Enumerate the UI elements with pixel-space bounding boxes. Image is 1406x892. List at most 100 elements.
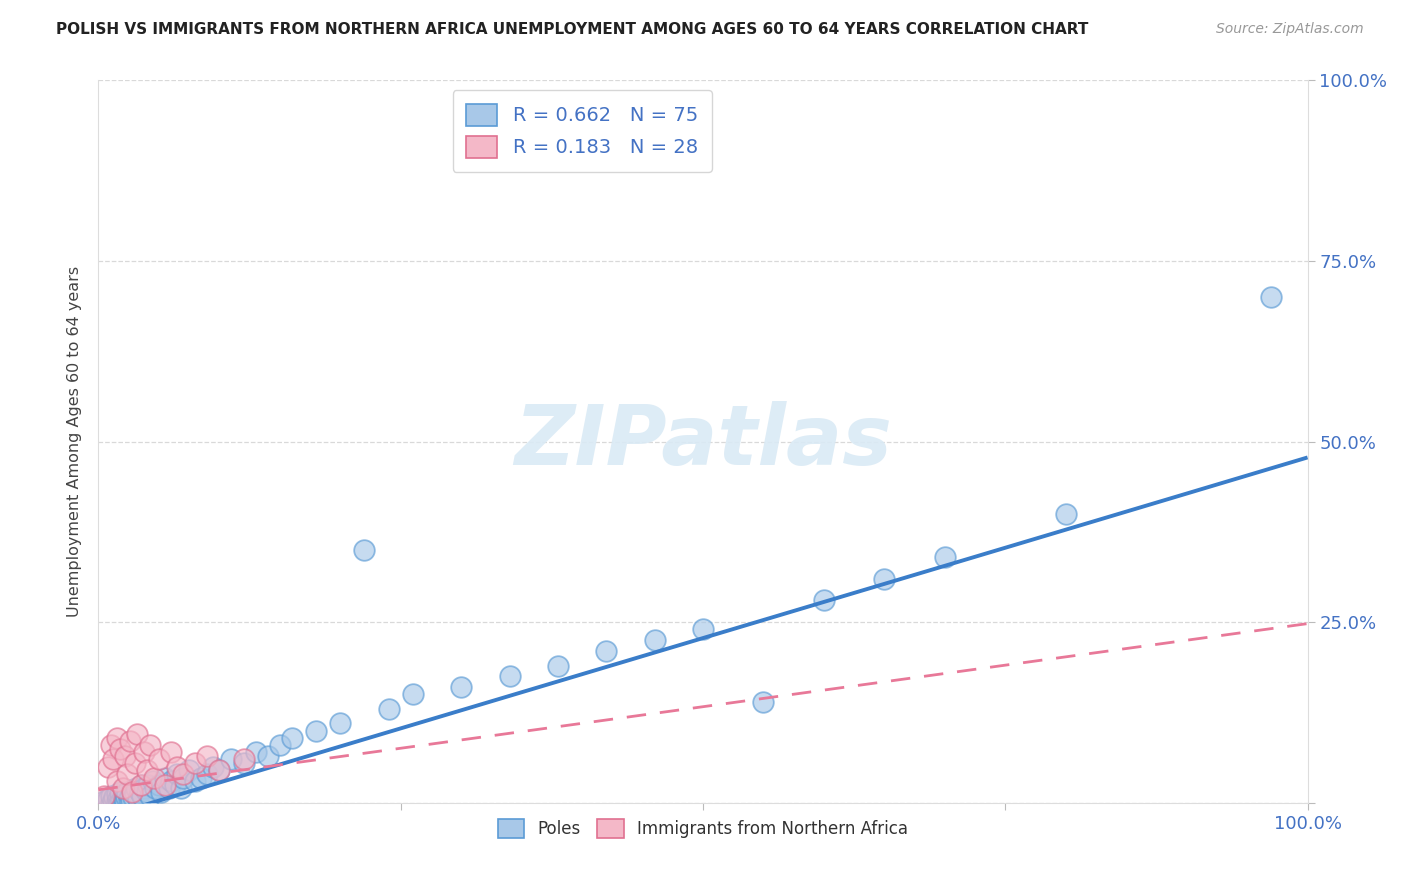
Point [129,778,152,792]
Point [148,778,170,792]
Point [256,748,278,763]
Point [136,778,159,792]
Point [125,781,148,796]
Point [934,550,956,565]
Text: Source: ZipAtlas.com: Source: ZipAtlas.com [1216,22,1364,37]
Point [179,764,201,778]
Point [232,752,254,766]
Point [101,752,124,766]
Point [100,738,122,752]
Point [873,572,896,586]
Point [110,794,132,808]
Point [114,748,136,763]
Point [97,792,120,806]
Point [129,778,152,792]
Point [150,785,173,799]
Point [93,789,115,803]
Point [195,767,218,781]
Point [232,756,254,770]
Point [644,633,666,648]
Point [124,787,146,801]
Point [105,774,128,789]
Point [121,782,143,797]
Point [160,745,183,759]
Point [142,774,165,789]
Point [134,781,156,796]
Point [221,752,243,766]
Point [547,658,569,673]
Point [134,745,156,759]
Point [329,716,352,731]
Point [245,745,267,759]
Point [111,781,134,796]
Point [127,727,149,741]
Point [139,738,162,752]
Point [121,785,143,799]
Point [105,787,128,801]
Point [143,781,166,796]
Point [169,781,191,796]
Point [450,680,472,694]
Point [108,796,131,810]
Point [105,794,128,808]
Point [752,695,775,709]
Point [117,767,139,781]
Point [195,748,218,763]
Point [377,702,399,716]
Point [135,764,157,778]
Point [157,781,180,796]
Point [153,778,176,792]
Point [127,792,149,806]
Point [97,760,120,774]
Point [115,790,138,805]
Point [202,760,225,774]
Point [117,785,139,799]
Legend: Poles, Immigrants from Northern Africa: Poles, Immigrants from Northern Africa [491,813,915,845]
Point [112,792,135,806]
Point [1260,290,1282,304]
Point [118,792,141,806]
Point [118,789,141,803]
Point [135,785,157,799]
Point [105,731,128,745]
Point [108,790,131,805]
Y-axis label: Unemployment Among Ages 60 to 64 years: Unemployment Among Ages 60 to 64 years [67,266,83,617]
Point [498,669,520,683]
Point [269,738,291,752]
Point [692,623,714,637]
Text: ZIPatlas: ZIPatlas [515,401,891,482]
Point [107,792,129,806]
Point [402,687,425,701]
Point [93,794,115,808]
Point [131,789,153,803]
Point [111,796,134,810]
Point [139,789,162,803]
Point [118,734,141,748]
Point [172,771,194,785]
Point [813,593,835,607]
Point [124,756,146,770]
Point [1054,507,1077,521]
Point [120,794,142,808]
Point [143,771,166,785]
Point [108,785,131,799]
Point [148,752,170,766]
Point [114,794,136,808]
Point [184,756,207,770]
Point [190,771,212,785]
Point [108,741,131,756]
Point [305,723,328,738]
Point [100,789,122,803]
Point [153,771,176,785]
Point [595,644,617,658]
Point [184,774,207,789]
Point [128,785,150,799]
Point [122,790,145,805]
Point [100,796,122,810]
Point [281,731,304,745]
Point [103,790,125,805]
Point [114,787,136,801]
Point [166,760,188,774]
Point [208,764,231,778]
Point [172,767,194,781]
